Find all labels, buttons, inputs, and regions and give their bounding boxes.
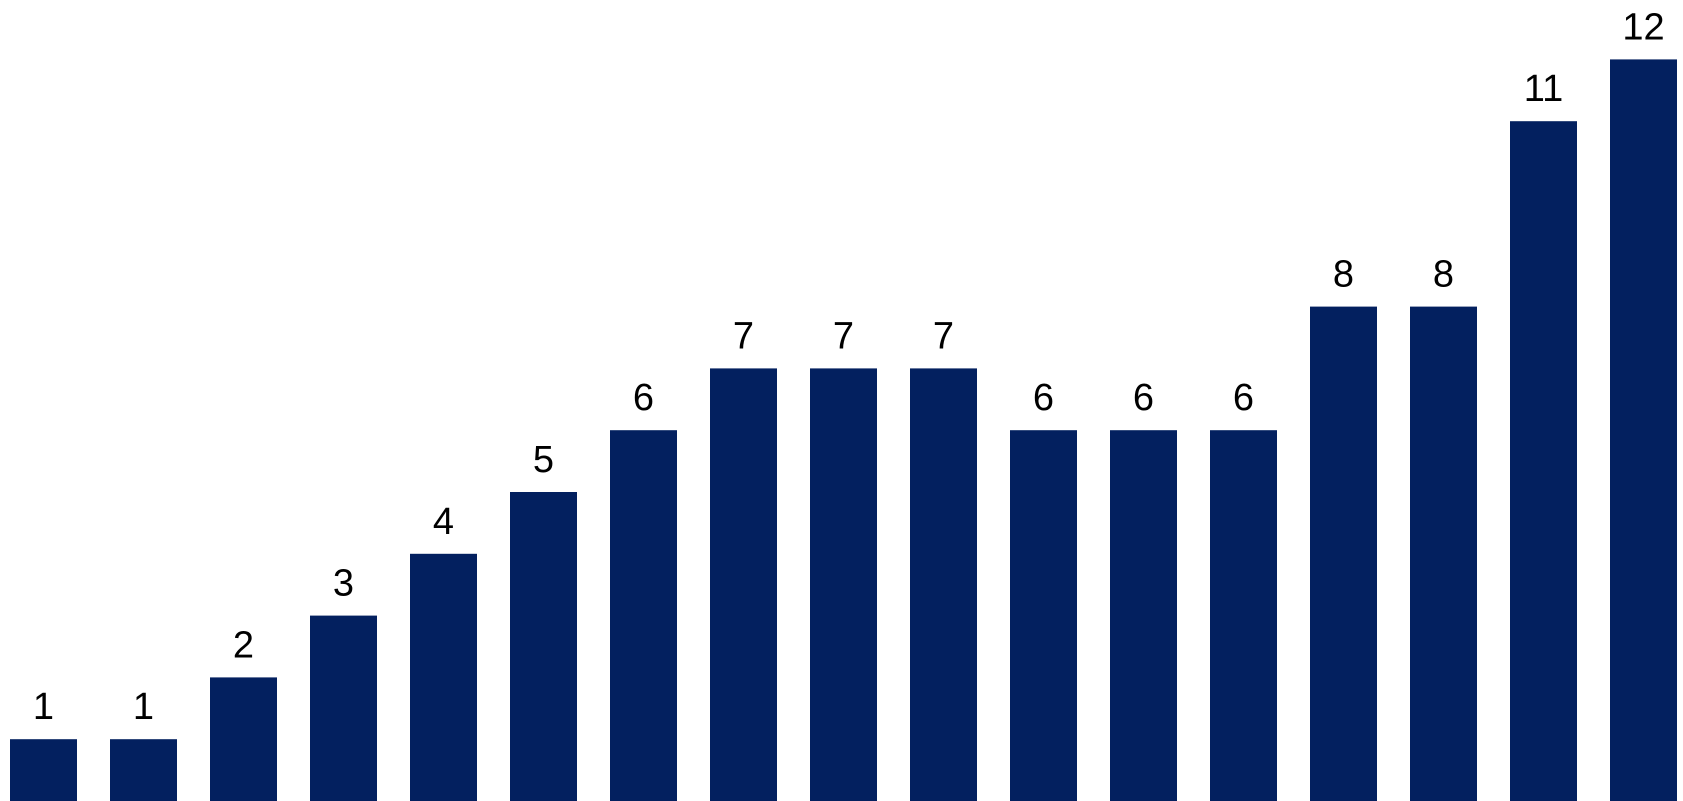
bar-8	[710, 368, 777, 801]
bar-11	[1010, 430, 1077, 801]
bar-2	[110, 739, 177, 801]
bar-value-label-2: 1	[133, 686, 154, 728]
bar-value-label-6: 5	[533, 439, 554, 481]
bar-3	[210, 677, 277, 801]
bar-10	[910, 368, 977, 801]
bar-16	[1510, 121, 1577, 801]
bar-value-label-7: 6	[633, 377, 654, 419]
bar-value-label-14: 8	[1333, 254, 1354, 296]
bar-1	[10, 739, 77, 801]
bar-5	[410, 553, 477, 801]
bar-9	[810, 368, 877, 801]
bar-value-label-16: 11	[1524, 68, 1563, 110]
bar-value-label-3: 2	[233, 624, 254, 666]
bar-6	[510, 492, 577, 801]
bar-value-label-10: 7	[933, 315, 954, 357]
bar-12	[1110, 430, 1177, 801]
bar-value-label-5: 4	[433, 501, 454, 543]
bar-value-label-15: 8	[1433, 254, 1454, 296]
bar-value-label-4: 3	[333, 563, 354, 605]
bar-value-label-12: 6	[1133, 377, 1154, 419]
bar-14	[1310, 306, 1377, 801]
bar-15	[1410, 306, 1477, 801]
bar-value-label-8: 7	[733, 315, 754, 357]
bar-7	[610, 430, 677, 801]
bar-value-label-1: 1	[33, 686, 54, 728]
bar-17	[1610, 59, 1677, 801]
bar-value-label-17: 12	[1622, 6, 1664, 48]
bar-value-label-11: 6	[1033, 377, 1054, 419]
bar-13	[1210, 430, 1277, 801]
bars-group	[10, 59, 1677, 801]
bar-value-label-13: 6	[1233, 377, 1254, 419]
bar-value-label-9: 7	[833, 315, 854, 357]
bar-4	[310, 615, 377, 801]
